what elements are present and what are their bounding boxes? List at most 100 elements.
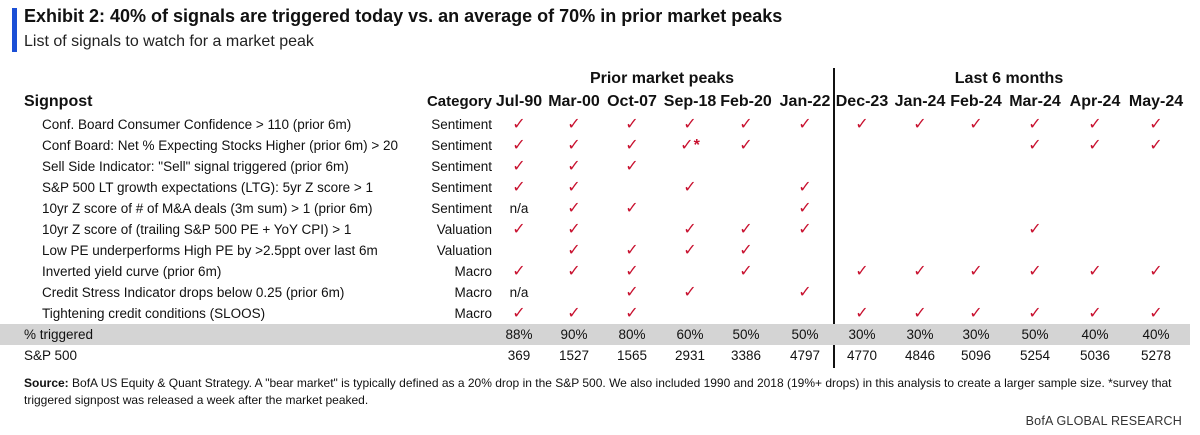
signpost-label: Low PE underperforms High PE by >2.5ppt …	[42, 243, 378, 258]
table-row: Inverted yield curve (prior 6m) Macro ✓ ✓ ✓ ✓…	[0, 261, 1190, 282]
value-cell: 40%	[1081, 327, 1109, 342]
source-text: BofA US Equity & Quant Strategy. A "bear…	[24, 376, 1172, 407]
value-cell: 4846	[904, 348, 936, 363]
table-row: Credit Stress Indicator drops below 0.25…	[0, 282, 1190, 303]
check-mark-icon: ✓	[567, 242, 581, 259]
check-mark-icon: ✓	[567, 263, 581, 280]
check-mark-icon: ✓	[567, 116, 581, 133]
column-header: Sep-18	[663, 93, 717, 110]
check-mark-icon: ✓	[855, 305, 869, 322]
signpost-header: Signpost	[24, 93, 93, 110]
check-mark-icon: ✓	[567, 200, 581, 217]
value-cell: 4770	[846, 348, 878, 363]
category-label: Valuation	[436, 243, 492, 258]
value-cell: 4797	[789, 348, 821, 363]
check-mark-icon: ✓	[683, 179, 697, 196]
check-mark-icon: ✓	[798, 221, 812, 238]
check-mark-icon: ✓	[512, 263, 526, 280]
na-cell: n/a	[509, 201, 529, 216]
column-header: Jan-22	[779, 93, 831, 110]
check-mark-icon: ✓	[1149, 263, 1163, 280]
check-mark-icon: ✓	[567, 305, 581, 322]
check-mark-icon: ✓	[625, 116, 639, 133]
exhibit-title: Exhibit 2: 40% of signals are triggered …	[24, 6, 783, 26]
table-row: Low PE underperforms High PE by >2.5ppt …	[0, 240, 1190, 261]
check-mark-icon: ✓	[1028, 305, 1042, 322]
value-cell: 369	[507, 348, 531, 363]
value-cell: 30%	[906, 327, 934, 342]
category-label: Sentiment	[431, 159, 492, 174]
check-mark-icon: ✓	[1088, 263, 1102, 280]
triggered-label: % triggered	[24, 327, 94, 342]
check-mark-icon: ✓	[913, 305, 927, 322]
signpost-label: S&P 500 LT growth expectations (LTG): 5y…	[42, 180, 374, 195]
category-header: Category	[426, 93, 492, 110]
signpost-label: Sell Side Indicator: "Sell" signal trigg…	[42, 159, 349, 174]
table-row: S&P 500 LT growth expectations (LTG): 5y…	[0, 177, 1190, 198]
category-label: Sentiment	[431, 117, 492, 132]
check-mark-icon: ✓	[798, 179, 812, 196]
signals-table: Prior market peaks Last 6 months Signpos…	[0, 66, 1200, 372]
check-mark-icon: ✓	[739, 137, 753, 154]
value-cell: 90%	[560, 327, 588, 342]
category-label: Sentiment	[431, 180, 492, 195]
check-mark-icon: ✓	[798, 284, 812, 301]
check-mark-icon: ✓	[567, 137, 581, 154]
source-note: Source: BofA US Equity & Quant Strategy.…	[24, 375, 1184, 409]
triggered-row: % triggered 88% 90% 80% 60% 50% 50% 30% 30% 30% 50…	[0, 324, 1190, 345]
check-mark-icon: ✓	[1088, 137, 1102, 154]
signpost-label: Tightening credit conditions (SLOOS)	[42, 306, 266, 321]
exhibit-header: Exhibit 2: 40% of signals are triggered …	[0, 0, 1200, 56]
category-label: Sentiment	[431, 201, 492, 216]
check-mark-icon: ✓	[739, 263, 753, 280]
check-mark-icon: ✓	[1028, 116, 1042, 133]
check-mark-icon: ✓	[1149, 116, 1163, 133]
value-cell: 80%	[618, 327, 646, 342]
value-cell: 30%	[848, 327, 876, 342]
check-mark-icon: ✓	[683, 242, 697, 259]
group-header-last-6-months: Last 6 months	[954, 70, 1064, 87]
value-cell: 50%	[791, 327, 819, 342]
column-header: Oct-07	[607, 93, 657, 110]
column-header: Dec-23	[835, 93, 889, 110]
check-mark-icon: ✓	[739, 116, 753, 133]
column-header: Mar-00	[548, 93, 600, 110]
value-cell: 30%	[962, 327, 990, 342]
column-header: Mar-24	[1009, 93, 1061, 110]
column-header: Jul-90	[495, 93, 543, 110]
check-mark-icon: ✓	[512, 158, 526, 175]
check-mark-icon: ✓	[567, 221, 581, 238]
check-mark-icon: ✓	[969, 263, 983, 280]
column-header: Feb-24	[950, 93, 1002, 110]
category-label: Macro	[454, 264, 492, 279]
check-mark-icon: ✓	[512, 137, 526, 154]
value-cell: 5254	[1019, 348, 1051, 363]
value-cell: 1527	[558, 348, 590, 363]
check-mark-icon: ✓	[683, 284, 697, 301]
check-mark-icon: ✓	[913, 263, 927, 280]
check-mark-icon: ✓	[625, 263, 639, 280]
check-mark-icon: ✓	[1028, 263, 1042, 280]
table-row: Conf. Board Consumer Confidence > 110 (p…	[0, 114, 1190, 135]
check-mark-icon: ✓	[683, 221, 697, 238]
check-mark-icon: ✓	[798, 116, 812, 133]
check-mark-icon: ✓	[1088, 305, 1102, 322]
check-mark-icon: ✓	[739, 221, 753, 238]
column-divider	[833, 68, 835, 368]
check-mark-icon: ✓	[1028, 137, 1042, 154]
check-mark-icon: ✓	[1028, 221, 1042, 238]
value-cell: 5278	[1140, 348, 1172, 363]
check-mark-icon: ✓	[913, 116, 927, 133]
check-mark-icon: ✓	[739, 242, 753, 259]
value-cell: 3386	[730, 348, 762, 363]
check-mark-icon: ✓	[567, 179, 581, 196]
check-mark-icon: ✓	[969, 305, 983, 322]
signpost-label: Conf. Board Consumer Confidence > 110 (p…	[42, 117, 352, 132]
check-mark-icon: ✓	[512, 221, 526, 238]
accent-bar	[12, 8, 17, 52]
source-label: Source:	[24, 376, 69, 390]
check-mark-icon: ✓	[625, 200, 639, 217]
check-mark-icon: ✓	[567, 158, 581, 175]
check-mark-icon: ✓	[625, 158, 639, 175]
check-mark-icon: ✓	[855, 263, 869, 280]
